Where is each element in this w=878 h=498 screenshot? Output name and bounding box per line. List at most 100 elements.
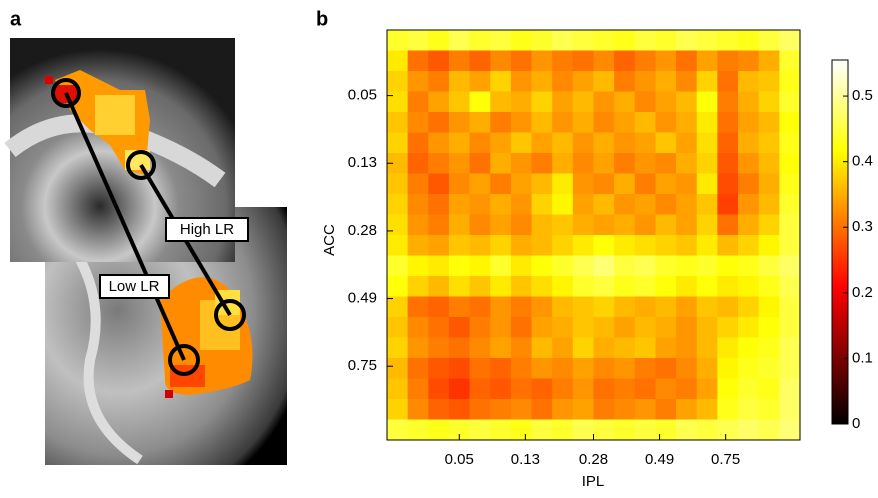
heatmap-cell [758,173,780,195]
heatmap-cell [490,358,512,379]
heatmap-cell [634,194,656,215]
heatmap-cell [448,91,471,113]
heatmap-cell [448,173,471,195]
heatmap-cell [655,419,677,441]
heatmap-cell [490,194,512,215]
heatmap-cell [655,378,677,400]
heatmap-cell [387,276,409,297]
heatmap-cell [717,91,739,113]
heatmap-cell [634,378,656,400]
heatmap-cell [593,378,615,400]
heatmap-cell [779,50,801,72]
heatmap-cell [676,399,698,420]
heatmap-cell [448,71,471,92]
heatmap-cell [614,378,636,400]
heatmap-cell [510,378,533,400]
heatmap-cell [655,153,677,174]
heatmap-cell [387,337,409,359]
x-tick-label: 0.28 [579,451,608,468]
heatmap-cell [490,399,512,420]
heatmap-cell [593,399,615,420]
heatmap-cell [572,378,594,400]
heatmap-cell [490,235,512,256]
heatmap-cell [469,378,491,400]
heatmap-cell [634,132,656,154]
heatmap-cell [490,153,512,174]
heatmap-cell [490,30,512,51]
heatmap-cell [428,317,450,338]
heatmap-cell [510,30,533,51]
heatmap-cell [387,255,409,277]
heatmap-cell [717,173,739,195]
heatmap-cell [738,235,760,256]
heatmap-cell [552,71,574,92]
heatmap-cell [387,378,409,400]
heatmap-cell [510,399,533,420]
heatmap-cell [428,30,450,51]
heatmap-cell [614,71,636,92]
heatmap-cell [531,194,553,215]
heatmap-cell [531,112,553,133]
heatmap-cell [448,419,471,441]
heatmap-cell [428,153,450,174]
colorbar [831,59,849,425]
heatmap-cell [428,358,450,379]
heatmap-cell [779,173,801,195]
x-axis-label: IPL [582,473,605,490]
heatmap-cell [614,276,636,297]
heatmap-cell [717,214,739,236]
heatmap-cell [738,173,760,195]
heatmap-cell [593,317,615,338]
heatmap-cell [531,378,553,400]
heatmap-cell [655,173,677,195]
heatmap-cell [655,112,677,133]
heatmap-cell [428,255,450,277]
heatmap-cell [572,255,594,277]
heatmap-cell [490,50,512,72]
heatmap-cell [572,358,594,379]
heatmap-cell [531,255,553,277]
heatmap-cell [738,358,760,379]
heatmap-cell [614,399,636,420]
heatmap-cell [758,337,780,359]
heatmap-cell [655,214,677,236]
low-lr-line [64,92,186,361]
heatmap-cell [552,337,574,359]
heatmap-cell [717,378,739,400]
heatmap-cell [738,378,760,400]
heatmap-cell [469,50,491,72]
heatmap-cell [676,276,698,297]
heatmap-cell [572,337,594,359]
heatmap-cell [779,399,801,420]
heatmap-cell [593,214,615,236]
heatmap-cell [738,399,760,420]
heatmap-cell [779,255,801,277]
heatmap-cell [655,276,677,297]
heatmap-cell [717,337,739,359]
heatmap-cell [779,337,801,359]
heatmap-cell [593,71,615,92]
heatmap-cell [448,112,471,133]
heatmap-cell [738,337,760,359]
heatmap-cell [738,419,760,441]
x-tick-label: 0.75 [711,451,740,468]
heatmap-cell [738,153,760,174]
heatmap-cell [676,296,698,318]
heatmap-cell [490,296,512,318]
heatmap-cell [572,194,594,215]
heatmap-cell [614,337,636,359]
heatmap-cell [407,71,429,92]
heatmap-cell [531,419,553,441]
colorbar-tick-label: 0.3 [852,218,873,235]
heatmap-cell [655,50,677,72]
heatmap-cell [758,296,780,318]
heatmap-cell [490,71,512,92]
heatmap-cell [552,255,574,277]
heatmap-cell [448,317,471,338]
heatmap-cell [469,173,491,195]
heatmap-cell [448,399,471,420]
heatmap-cell [593,337,615,359]
heatmap-cell [387,419,409,441]
heatmap-cell [593,91,615,113]
heatmap-cell [407,173,429,195]
